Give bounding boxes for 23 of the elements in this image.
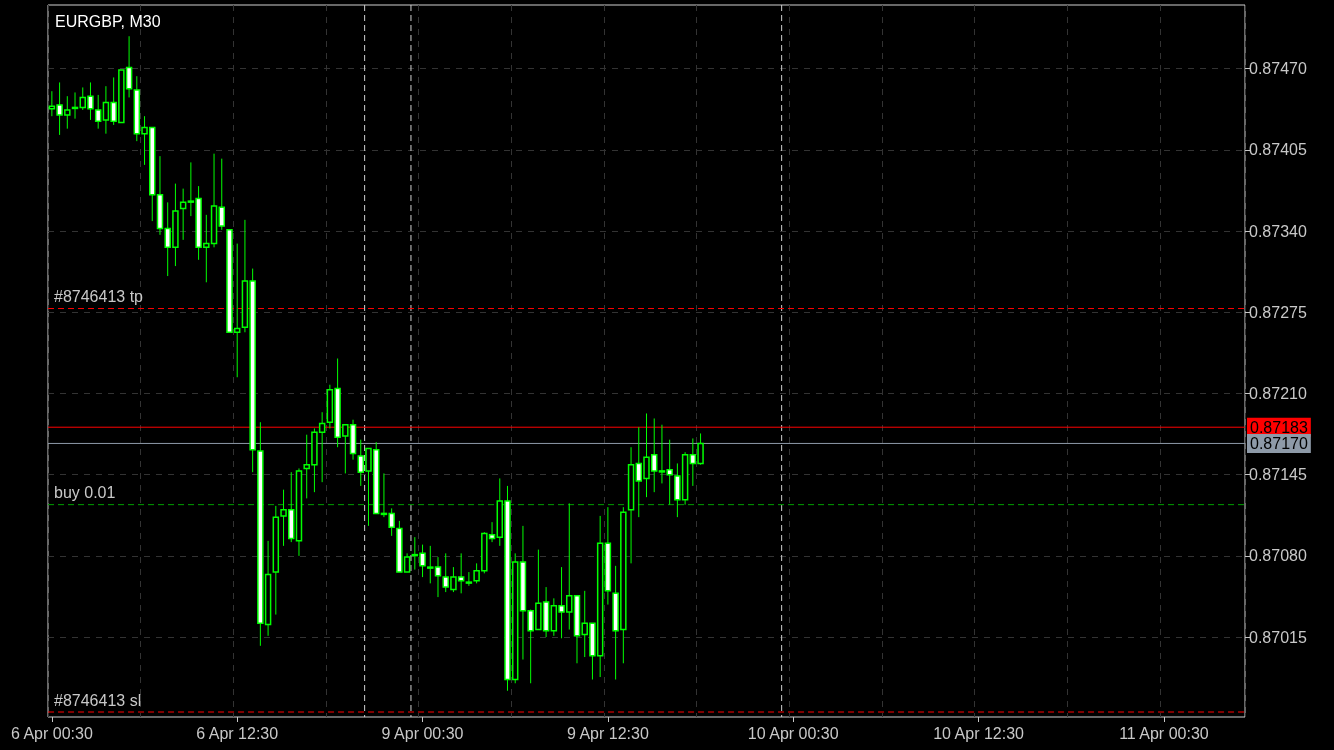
x-tick-label: 10 Apr 12:30	[933, 724, 1025, 742]
y-tick-label: 0.87470	[1249, 60, 1307, 78]
ref-line-label: 0.87170	[1250, 434, 1308, 452]
ref-line-label: 0.87183	[1250, 418, 1308, 436]
x-tick-label: 6 Apr 00:30	[10, 724, 93, 742]
candlestick	[218, 158, 226, 231]
y-tick-label: 0.87145	[1249, 466, 1307, 484]
x-tick-label: 9 Apr 12:30	[566, 724, 649, 742]
y-tick-label: 0.87210	[1249, 384, 1307, 402]
y-tick-label: 0.87080	[1249, 547, 1307, 565]
x-tick-label: 10 Apr 00:30	[747, 724, 839, 742]
chart-title: EURGBP, M30	[55, 12, 161, 30]
y-tick-label: 0.87405	[1249, 141, 1307, 159]
y-tick-label: 0.87015	[1249, 628, 1307, 646]
x-tick-label: 9 Apr 00:30	[381, 724, 464, 742]
y-tick-label: 0.87340	[1249, 222, 1307, 240]
ref-line-label: #8746413 tp	[54, 288, 144, 306]
x-tick-label: 6 Apr 12:30	[196, 724, 279, 742]
ref-line-label: #8746413 sl	[54, 691, 142, 709]
y-tick-label: 0.87275	[1249, 303, 1307, 321]
x-tick-label: 11 Apr 00:30	[1119, 724, 1209, 742]
candlestick	[94, 94, 102, 130]
ref-line-label: buy 0.01	[54, 484, 116, 502]
